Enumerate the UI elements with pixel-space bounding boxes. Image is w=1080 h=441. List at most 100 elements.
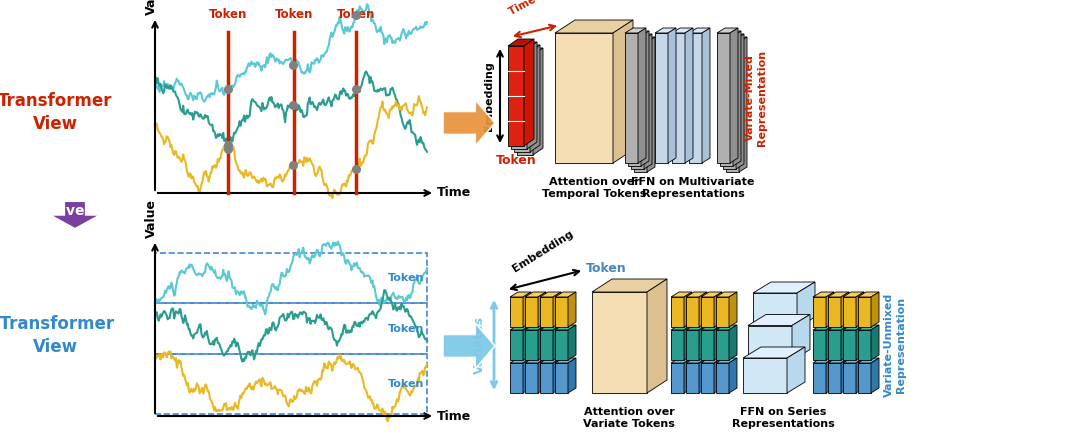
Polygon shape (508, 46, 524, 146)
Polygon shape (701, 358, 723, 363)
Text: Token: Token (388, 273, 424, 283)
Polygon shape (669, 28, 676, 163)
Polygon shape (49, 201, 102, 229)
Polygon shape (843, 292, 864, 297)
Polygon shape (510, 363, 523, 393)
Polygon shape (540, 363, 553, 393)
Polygon shape (555, 325, 576, 330)
Polygon shape (699, 358, 707, 393)
Text: Token: Token (337, 8, 376, 21)
Polygon shape (686, 363, 699, 393)
Text: Variates: Variates (473, 316, 486, 374)
Polygon shape (538, 358, 546, 393)
Polygon shape (555, 358, 576, 363)
Polygon shape (858, 292, 879, 297)
Polygon shape (592, 292, 647, 393)
Polygon shape (716, 358, 737, 363)
Polygon shape (555, 297, 568, 327)
Polygon shape (739, 37, 747, 172)
Polygon shape (508, 39, 534, 46)
Text: Token: Token (388, 324, 424, 334)
Polygon shape (540, 297, 553, 327)
Polygon shape (828, 358, 849, 363)
Polygon shape (748, 314, 810, 325)
Polygon shape (843, 325, 864, 330)
Polygon shape (540, 325, 561, 330)
Polygon shape (638, 28, 646, 163)
Polygon shape (517, 55, 534, 155)
Polygon shape (699, 325, 707, 360)
Polygon shape (729, 325, 737, 360)
Polygon shape (510, 292, 531, 297)
Polygon shape (525, 358, 546, 363)
Text: Variate-Unmixed
Representation: Variate-Unmixed Representation (885, 293, 906, 397)
Text: Time: Time (437, 410, 471, 422)
Polygon shape (654, 28, 676, 33)
Polygon shape (730, 28, 738, 163)
Polygon shape (748, 325, 792, 360)
Text: Value: Value (145, 199, 158, 238)
Polygon shape (555, 330, 568, 360)
Polygon shape (716, 297, 729, 327)
Polygon shape (870, 325, 879, 360)
Polygon shape (856, 358, 864, 393)
Polygon shape (701, 297, 714, 327)
Text: iTransformer
View: iTransformer View (0, 315, 116, 356)
Polygon shape (534, 48, 543, 155)
Polygon shape (647, 279, 667, 393)
Polygon shape (672, 28, 693, 33)
Polygon shape (523, 325, 531, 360)
Polygon shape (553, 292, 561, 327)
Polygon shape (443, 323, 495, 369)
Polygon shape (685, 28, 693, 163)
Polygon shape (523, 292, 531, 327)
Polygon shape (530, 45, 540, 152)
Polygon shape (523, 358, 531, 393)
Polygon shape (714, 358, 723, 393)
Polygon shape (647, 37, 654, 172)
Polygon shape (684, 292, 692, 327)
Polygon shape (717, 33, 730, 163)
Polygon shape (828, 330, 841, 360)
Polygon shape (592, 279, 667, 292)
Polygon shape (858, 358, 879, 363)
Polygon shape (524, 39, 534, 146)
Polygon shape (613, 20, 633, 163)
Polygon shape (671, 297, 684, 327)
Polygon shape (555, 292, 576, 297)
Polygon shape (525, 297, 538, 327)
Text: Embedding: Embedding (484, 61, 494, 131)
Polygon shape (672, 33, 685, 163)
Text: Value: Value (145, 0, 158, 15)
Polygon shape (753, 282, 815, 293)
Text: Token: Token (210, 8, 247, 21)
Polygon shape (702, 28, 710, 163)
Polygon shape (686, 292, 707, 297)
Polygon shape (726, 37, 747, 42)
Polygon shape (726, 42, 739, 172)
Polygon shape (735, 34, 744, 169)
Text: Time Steps: Time Steps (508, 0, 570, 17)
Polygon shape (870, 358, 879, 393)
Polygon shape (642, 31, 649, 166)
Text: Embedding: Embedding (511, 228, 576, 274)
Polygon shape (858, 330, 870, 360)
Polygon shape (828, 297, 841, 327)
Polygon shape (858, 325, 879, 330)
Polygon shape (568, 325, 576, 360)
Polygon shape (843, 330, 856, 360)
Polygon shape (797, 282, 815, 328)
Polygon shape (631, 39, 644, 169)
Polygon shape (813, 358, 834, 363)
Polygon shape (686, 325, 707, 330)
Polygon shape (510, 325, 531, 330)
Text: Token: Token (274, 8, 313, 21)
Polygon shape (699, 292, 707, 327)
Polygon shape (671, 292, 692, 297)
Polygon shape (717, 28, 738, 33)
Polygon shape (701, 330, 714, 360)
Polygon shape (540, 358, 561, 363)
Polygon shape (701, 363, 714, 393)
Polygon shape (511, 49, 527, 149)
Polygon shape (729, 292, 737, 327)
